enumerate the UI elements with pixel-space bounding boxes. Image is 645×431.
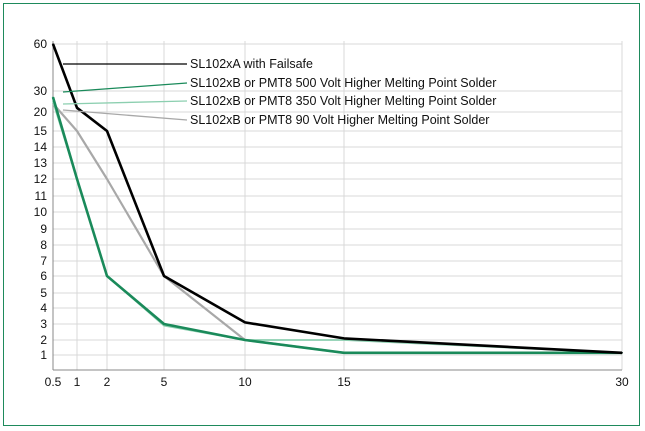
data-point	[106, 178, 108, 180]
x-tick-label: 15	[337, 375, 351, 389]
series-line	[51, 43, 623, 355]
x-tick-label: 0.5	[45, 375, 62, 389]
data-point	[163, 275, 165, 277]
chart-frame	[3, 3, 640, 426]
y-tick-label: 5	[40, 286, 47, 300]
legend-label: SL102xB or PMT8 90 Volt Higher Melting P…	[190, 113, 489, 127]
y-tick-label: 2	[40, 333, 47, 347]
x-tick-label: 5	[161, 375, 168, 389]
x-tick-label: 1	[74, 375, 81, 389]
y-tick-label: 60	[34, 37, 48, 51]
y-tick-label: 11	[35, 189, 48, 203]
y-tick-label: 12	[34, 172, 48, 186]
series-line	[51, 96, 622, 355]
x-tick-label: 30	[615, 375, 629, 389]
series-line	[52, 101, 623, 354]
data-point	[163, 323, 165, 325]
y-tick-label: 10	[34, 205, 48, 219]
data-point	[621, 352, 623, 354]
y-tick-label: 7	[40, 254, 47, 268]
y-tick-label: 30	[34, 84, 48, 98]
y-tick-label: 8	[40, 238, 47, 252]
data-point	[52, 43, 54, 45]
legend-label: SL102xA with Failsafe	[190, 57, 313, 71]
data-point	[244, 321, 246, 324]
x-tick-label: 10	[238, 375, 252, 389]
y-tick-label: 3	[40, 317, 47, 331]
y-tick-label: 1	[40, 348, 47, 362]
data-point	[52, 96, 54, 99]
data-point	[76, 130, 78, 132]
series-line	[52, 102, 622, 354]
y-tick-label: 14	[34, 140, 48, 154]
y-tick-label: 6	[40, 269, 47, 283]
data-point	[343, 337, 345, 340]
y-tick-label: 9	[40, 222, 47, 236]
y-tick-label: 20	[34, 105, 48, 119]
y-tick-label: 13	[34, 156, 48, 170]
data-point	[76, 107, 78, 109]
legend-leader-line	[62, 82, 188, 93]
y-tick-label: 15	[34, 124, 48, 138]
x-tick-label: 2	[104, 375, 111, 389]
legend-label: SL102xB or PMT8 500 Volt Higher Melting …	[190, 76, 496, 90]
legend-leader-line	[62, 100, 188, 105]
data-point	[343, 352, 345, 354]
legend-label: SL102xB or PMT8 350 Volt Higher Melting …	[190, 94, 496, 108]
data-point	[244, 339, 246, 341]
legend-leader-line	[62, 109, 188, 121]
data-point	[106, 130, 108, 132]
data-point	[106, 275, 108, 277]
y-tick-label: 4	[40, 301, 47, 315]
data-point	[76, 178, 78, 180]
